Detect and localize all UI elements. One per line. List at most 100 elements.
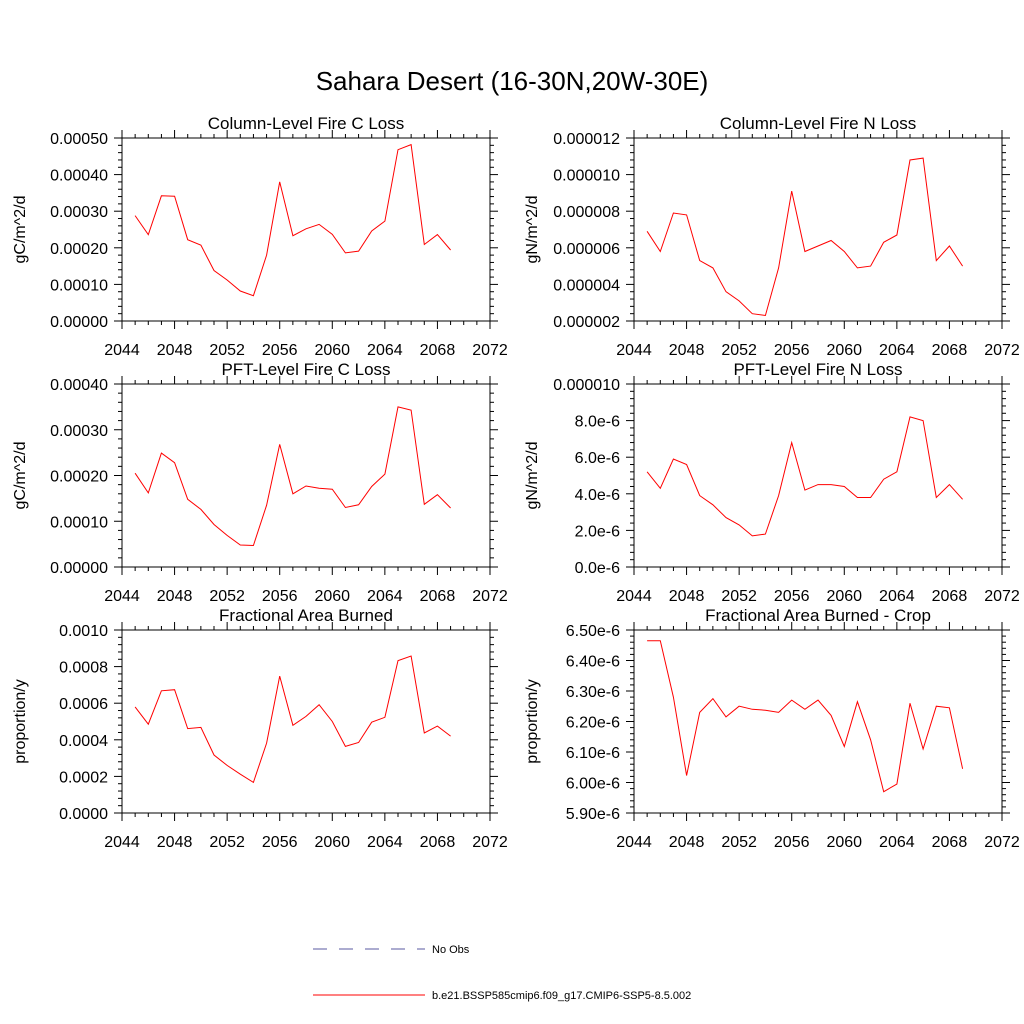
y-tick-label: 6.10e-6 [566, 745, 620, 762]
series-line-0 [646, 157, 964, 317]
x-tick-label: 2060 [314, 834, 350, 851]
y-tick-label: 6.20e-6 [566, 715, 620, 732]
y-tick-label: 0.000002 [553, 314, 620, 331]
x-tick-label: 2048 [157, 834, 193, 851]
y-tick-label: 0.000006 [553, 241, 620, 258]
x-tick-label: 2064 [879, 588, 915, 605]
legend-entry-model-run: b.e21.BSSP585cmip6.f09_g17.CMIP6-SSP5-8.… [313, 990, 691, 1002]
x-tick-label: 2056 [774, 342, 810, 359]
x-tick-label: 2072 [472, 834, 508, 851]
y-tick-label: 6.40e-6 [566, 654, 620, 671]
x-tick-label: 2060 [826, 588, 862, 605]
series-line-0 [134, 406, 451, 547]
y-tick-label: 0.00040 [50, 377, 108, 394]
panel-title-pft-level-fire-n-loss: PFT-Level Fire N Loss [733, 360, 902, 379]
panel-title-fractional-area-burned-crop: Fractional Area Burned - Crop [705, 606, 931, 625]
x-tick-label: 2052 [209, 588, 245, 605]
x-tick-label: 2068 [420, 588, 456, 605]
y-tick-label: 0.00020 [50, 469, 108, 486]
y-tick-label: 0.00000 [50, 314, 108, 331]
x-tick-label: 2052 [209, 834, 245, 851]
plot-frame [633, 629, 1003, 814]
x-tick-label: 2044 [616, 834, 652, 851]
y-tick-label: 0.00030 [50, 423, 108, 440]
x-tick-label: 2072 [984, 588, 1020, 605]
x-tick-label: 2068 [932, 588, 968, 605]
x-tick-label: 2068 [420, 342, 456, 359]
legend: No Obs b.e21.BSSP585cmip6.f09_g17.CMIP6-… [313, 944, 691, 1002]
x-tick-label: 2048 [157, 588, 193, 605]
series-line-0 [647, 640, 964, 793]
y-tick-label: 0.0002 [59, 769, 108, 786]
plot-frame [633, 137, 1003, 322]
y-tick-label: 6.0e-6 [575, 450, 620, 467]
plot-frame [121, 629, 491, 814]
x-tick-label: 2064 [367, 342, 403, 359]
panel-title-column-level-fire-n-loss: Column-Level Fire N Loss [720, 114, 917, 133]
x-tick-label: 2056 [262, 342, 298, 359]
y-tick-label: 0.00000 [50, 560, 108, 577]
y-tick-label: 0.0006 [59, 696, 108, 713]
y-tick-label: 0.000010 [553, 168, 620, 185]
y-tick-label: 0.000004 [553, 277, 620, 294]
x-tick-label: 2052 [721, 834, 757, 851]
x-tick-label: 2060 [314, 588, 350, 605]
x-tick-label: 2052 [209, 342, 245, 359]
panel-title-column-level-fire-c-loss: Column-Level Fire C Loss [208, 114, 405, 133]
x-tick-label: 2048 [157, 342, 193, 359]
x-tick-label: 2064 [367, 834, 403, 851]
y-tick-label: 0.0e-6 [575, 560, 620, 577]
x-tick-label: 2068 [932, 834, 968, 851]
y-axis-label: gN/m^2/d [524, 196, 541, 264]
y-tick-label: 6.30e-6 [566, 684, 620, 701]
y-tick-label: 5.90e-6 [566, 806, 620, 823]
panel-pft-level-fire-n-loss: PFT-Level Fire N Loss 2044 2048 2052 2056 206… [524, 360, 1020, 605]
y-tick-label: 0.00010 [50, 277, 108, 294]
y-tick-label: 0.0010 [59, 623, 108, 640]
x-tick-label: 2048 [669, 834, 705, 851]
x-tick-label: 2060 [826, 834, 862, 851]
plot-frame [121, 383, 491, 568]
y-tick-label: 0.000012 [553, 131, 620, 148]
x-tick-label: 2044 [616, 588, 652, 605]
x-tick-label: 2064 [367, 588, 403, 605]
x-tick-label: 2056 [262, 834, 298, 851]
x-tick-label: 2044 [104, 834, 140, 851]
y-tick-label: 6.50e-6 [566, 623, 620, 640]
x-tick-label: 2052 [721, 588, 757, 605]
y-tick-label: 0.0000 [59, 806, 108, 823]
x-tick-label: 2072 [472, 588, 508, 605]
panel-pft-level-fire-c-loss: PFT-Level Fire C Loss 2044 2048 2052 2056 206… [12, 360, 508, 605]
x-tick-label: 2072 [472, 342, 508, 359]
legend-entry-no-obs: No Obs [313, 944, 470, 956]
y-tick-label: 6.00e-6 [566, 776, 620, 793]
series-line-0 [134, 143, 451, 297]
main-title: Sahara Desert (16-30N,20W-30E) [316, 66, 709, 96]
x-tick-label: 2056 [774, 588, 810, 605]
panel-title-pft-level-fire-c-loss: PFT-Level Fire C Loss [221, 360, 390, 379]
legend-label-model-run: b.e21.BSSP585cmip6.f09_g17.CMIP6-SSP5-8.… [432, 990, 691, 1002]
x-tick-label: 2064 [879, 342, 915, 359]
x-tick-label: 2048 [669, 588, 705, 605]
plot-frame [121, 137, 491, 322]
x-tick-label: 2056 [262, 588, 298, 605]
y-tick-label: 0.0004 [59, 733, 108, 750]
y-tick-label: 2.0e-6 [575, 523, 620, 540]
x-tick-label: 2068 [420, 834, 456, 851]
y-axis-label: proportion/y [524, 679, 541, 764]
x-tick-label: 2044 [104, 588, 140, 605]
series-line-0 [134, 655, 451, 784]
panel-title-fractional-area-burned: Fractional Area Burned [219, 606, 393, 625]
y-tick-label: 0.00050 [50, 131, 108, 148]
panel-column-level-fire-n-loss: Column-Level Fire N Loss 2044 2048 2052 2056… [524, 114, 1020, 359]
y-axis-label: gC/m^2/d [12, 196, 29, 264]
y-tick-label: 0.00020 [50, 241, 108, 258]
y-axis-label: proportion/y [12, 679, 29, 764]
x-tick-label: 2052 [721, 342, 757, 359]
series-line-0 [646, 416, 963, 537]
x-tick-label: 2068 [932, 342, 968, 359]
y-axis-label: gC/m^2/d [12, 442, 29, 510]
panel-fractional-area-burned-crop: Fractional Area Burned - Crop 2044 2048 205… [524, 606, 1020, 851]
x-tick-label: 2048 [669, 342, 705, 359]
